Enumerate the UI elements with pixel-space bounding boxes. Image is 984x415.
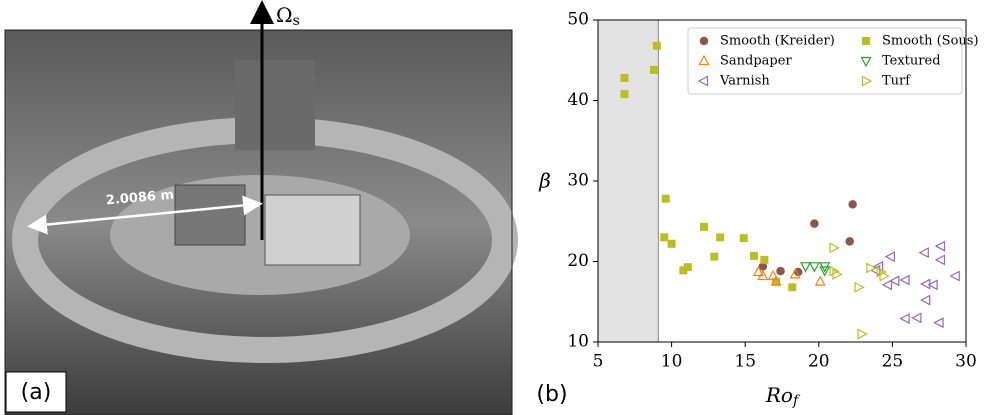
- shaded-region: [598, 20, 659, 342]
- point: [881, 279, 893, 291]
- point: [899, 274, 910, 286]
- point: [934, 254, 946, 266]
- point: [911, 312, 922, 324]
- point: [776, 266, 785, 276]
- point: [814, 275, 826, 286]
- point: [757, 269, 769, 281]
- point: [767, 269, 779, 281]
- point: [918, 247, 929, 259]
- point: [889, 275, 900, 287]
- point: [758, 262, 768, 271]
- legend-label: Textured: [882, 54, 941, 69]
- photo: [4, 29, 518, 415]
- point: [884, 251, 896, 263]
- point: [620, 73, 629, 82]
- legend-marker: [862, 37, 870, 45]
- legend-label: Smooth (Kreider): [720, 34, 835, 49]
- y-axis-label: β: [538, 169, 551, 193]
- point: [679, 266, 688, 275]
- legend-marker: [697, 75, 709, 87]
- point: [832, 268, 843, 280]
- point: [934, 240, 946, 252]
- point: [879, 270, 890, 282]
- point: [789, 268, 801, 279]
- y-tick-label: 10: [567, 332, 589, 352]
- point: [667, 239, 676, 248]
- y-tick-label: 30: [567, 171, 589, 191]
- point: [683, 263, 692, 272]
- x-axis-label: Rof: [765, 383, 801, 410]
- point: [848, 200, 857, 209]
- point: [699, 222, 708, 231]
- y-tick-label: 40: [567, 90, 589, 110]
- rotation-label: Ωs: [276, 3, 300, 30]
- panel-label-box: [5, 371, 67, 413]
- point: [933, 317, 944, 329]
- point: [899, 313, 910, 325]
- legend-marker: [699, 36, 709, 46]
- x-tick-label: 5: [593, 352, 604, 372]
- point: [710, 252, 719, 261]
- distance-label: 2.0086 m: [105, 188, 174, 209]
- point: [829, 242, 840, 254]
- point: [750, 251, 759, 260]
- point: [752, 265, 764, 277]
- legend-label: Smooth (Sous): [882, 34, 979, 49]
- point: [919, 278, 931, 290]
- panel-label: (b): [536, 382, 567, 407]
- point: [927, 279, 938, 291]
- point: [866, 262, 877, 274]
- point: [919, 294, 931, 306]
- point: [857, 328, 868, 340]
- point: [620, 90, 629, 99]
- point: [829, 265, 840, 277]
- distance-arrow: [27, 195, 263, 235]
- point: [716, 233, 725, 242]
- legend-marker: [860, 56, 872, 68]
- x-tick-label: 20: [808, 352, 830, 372]
- point: [660, 233, 669, 242]
- point: [788, 283, 797, 292]
- x-tick-label: 15: [734, 352, 756, 372]
- point: [854, 281, 865, 293]
- point: [661, 194, 670, 203]
- point: [770, 275, 782, 286]
- point: [739, 234, 748, 243]
- point: [845, 237, 854, 246]
- legend-marker: [861, 75, 873, 87]
- point: [808, 262, 820, 273]
- x-tick-label: 10: [661, 352, 683, 372]
- point: [760, 255, 769, 264]
- legend-label: Sandpaper: [720, 54, 792, 69]
- legend-box: [687, 27, 963, 95]
- y-tick-label: 20: [567, 251, 589, 271]
- point: [876, 266, 887, 278]
- point: [949, 270, 960, 282]
- panel-label: (a): [21, 380, 52, 405]
- point: [652, 41, 661, 50]
- legend-label: Varnish: [719, 74, 770, 89]
- point: [649, 65, 658, 74]
- legend-marker: [698, 54, 710, 66]
- x-tick-label: 25: [882, 352, 904, 372]
- point: [772, 277, 781, 286]
- point: [810, 219, 819, 228]
- legend-label: Turf: [882, 74, 911, 89]
- point: [819, 266, 831, 277]
- x-tick-label: 30: [955, 352, 977, 372]
- point: [800, 262, 812, 273]
- y-tick-label: 50: [567, 10, 589, 30]
